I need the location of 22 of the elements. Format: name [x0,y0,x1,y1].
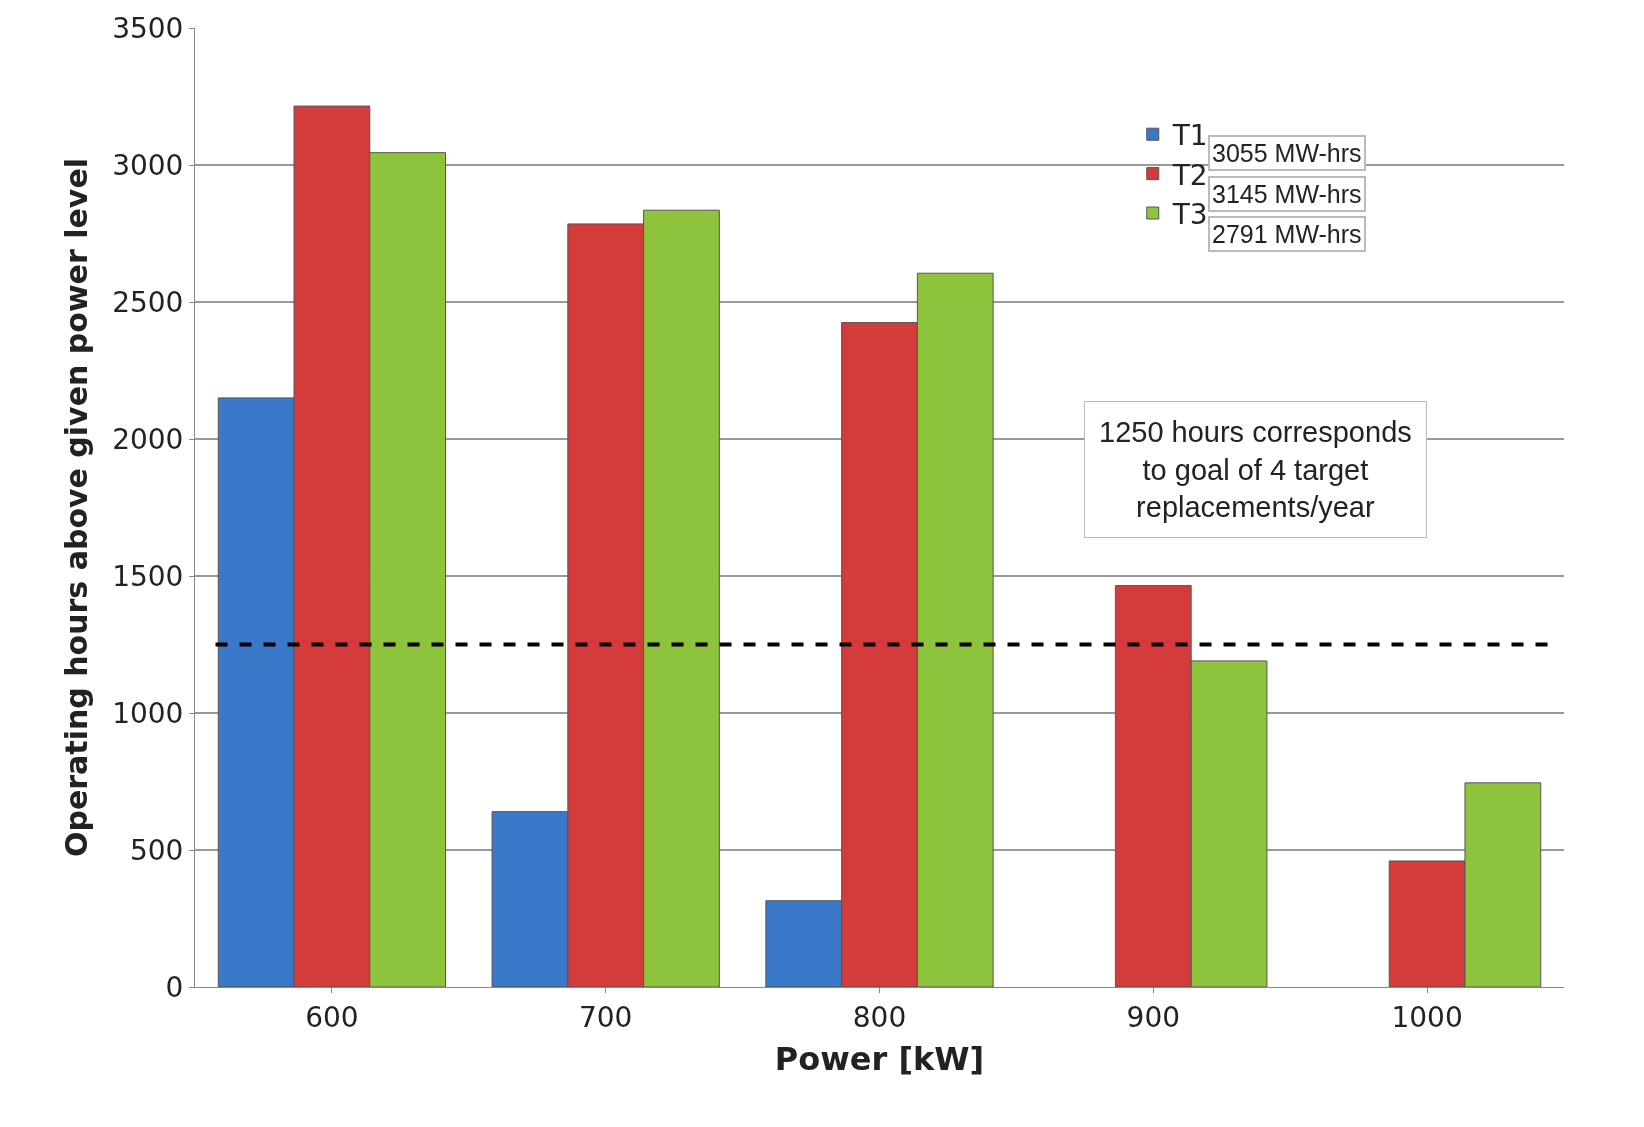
y-tick-label: 1000 [112,696,184,730]
y-tick-label: 1500 [112,559,184,593]
annotation: 2791 MW-hrs [1212,220,1362,248]
y-tick-label: 3000 [112,148,184,182]
y-tick-label: 2000 [112,422,184,456]
legend-label: T2 [1171,158,1208,192]
y-tick-label: 2500 [112,285,184,319]
x-tick-label: 800 [852,1000,907,1034]
x-tick-label: 600 [305,1000,359,1034]
annotation: 1250 hours corresponds to goal of 4 target replacements/year [1099,416,1412,524]
y-tick-label: 0 [165,970,184,1004]
legend-label: T1 [1171,119,1208,153]
annotation: 3145 MW-hrs [1212,180,1362,208]
x-axis-title: Power [kW] [774,1040,985,1079]
y-axis-title: Operating hours above given power level [59,157,95,858]
x-tick-label: 1000 [1391,1000,1463,1034]
x-tick-label: 700 [578,1000,633,1034]
annotation: 3055 MW-hrs [1212,139,1362,167]
legend-label: T3 [1171,197,1208,231]
y-tick-label: 500 [129,833,184,867]
x-tick-label: 900 [1126,1000,1181,1034]
y-tick-label: 3500 [112,11,184,45]
